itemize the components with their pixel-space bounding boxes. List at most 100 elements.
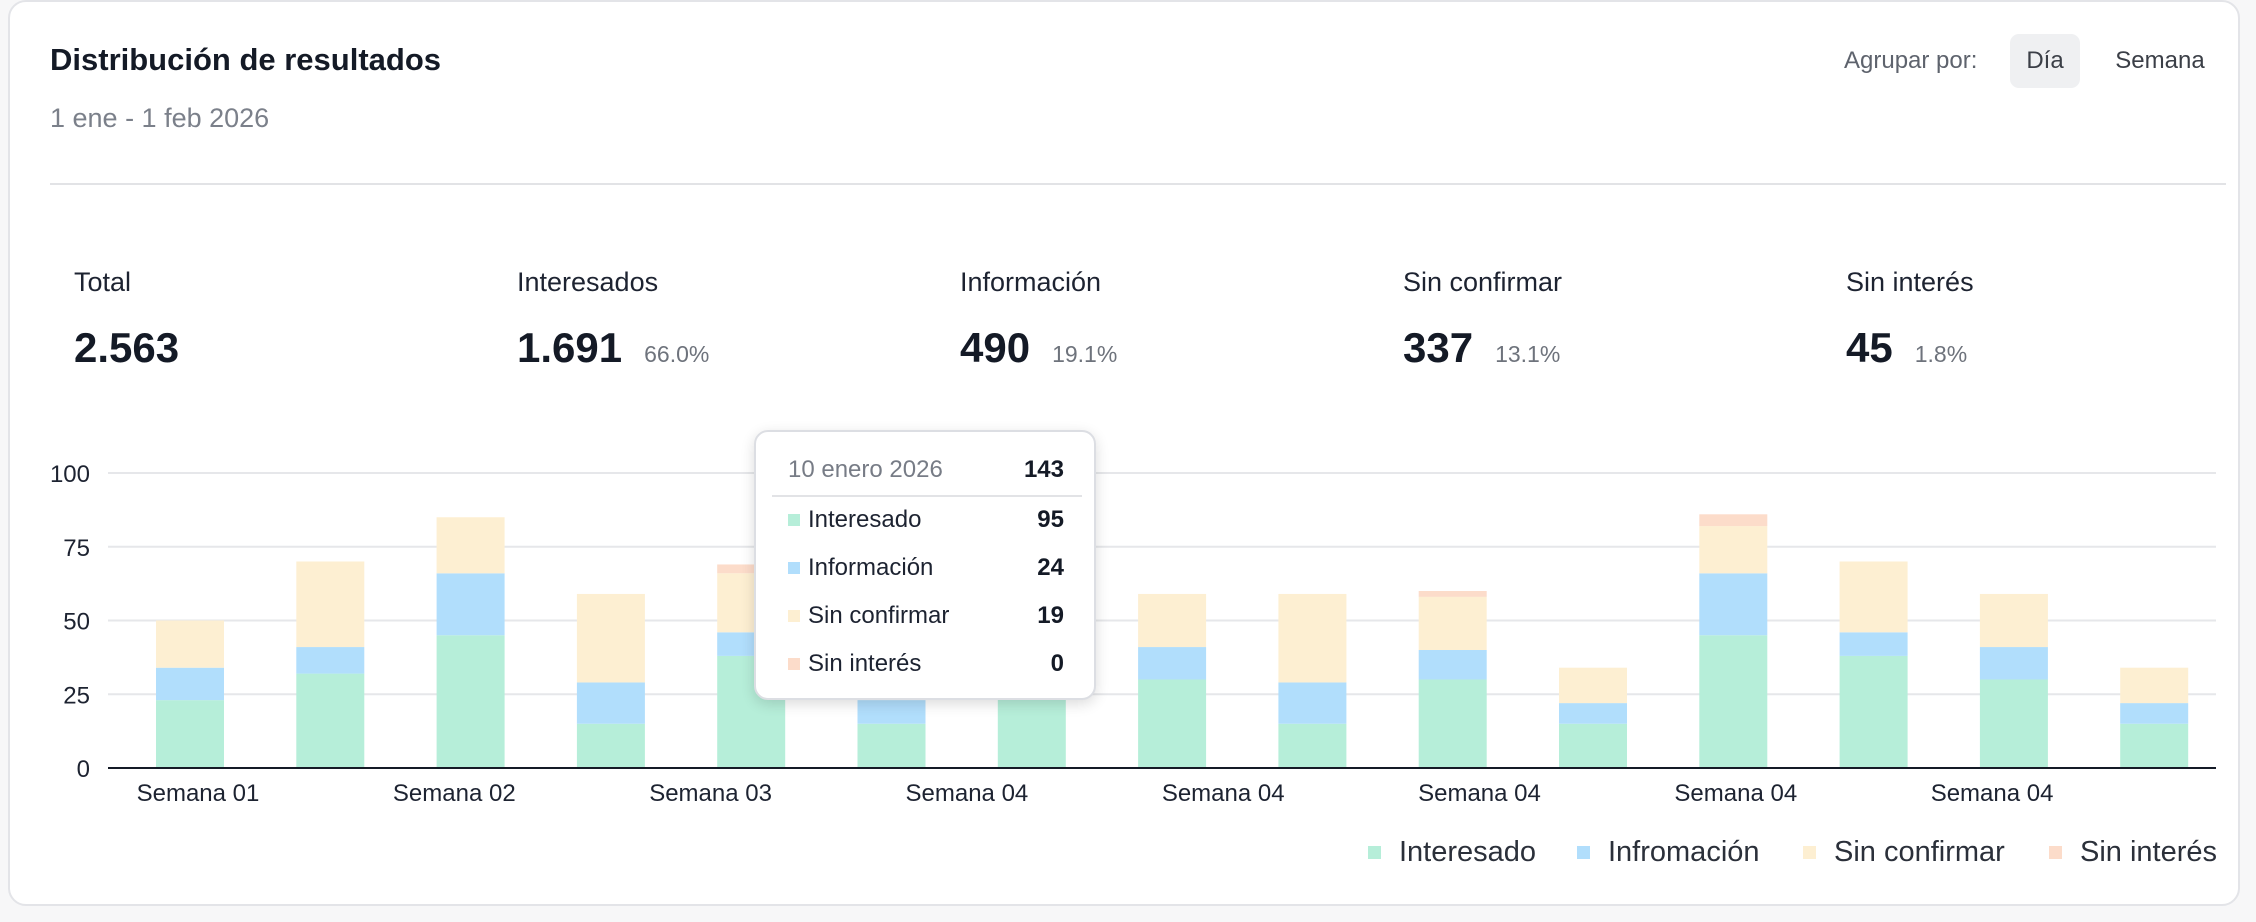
bar-segment-interesado <box>1699 635 1768 768</box>
bar-segment-informacion <box>1699 573 1768 636</box>
tooltip-row-value: 95 <box>1037 506 1064 533</box>
legend-item-sin-interes[interactable]: Sin interés <box>2049 832 2217 872</box>
tooltip-date: 10 enero 2026 <box>788 456 943 483</box>
bar-segment-sin_confirmar <box>1699 526 1768 574</box>
bar-segment-informacion <box>1418 650 1487 680</box>
bar-segment-interesado <box>576 723 645 768</box>
legend-label: Infromación <box>1608 835 1760 868</box>
bar-segment-informacion <box>296 647 365 674</box>
bar-segment-informacion <box>1138 647 1207 680</box>
bar-segment-interesado <box>436 635 505 768</box>
bar-segment-interesado <box>156 700 224 768</box>
bar-segment-sin_confirmar <box>1278 593 1347 683</box>
bar-segment-sin_confirmar <box>1979 593 2048 648</box>
bar-segment-informacion <box>1559 703 1627 724</box>
stat-percent: 19.1% <box>1052 341 1118 367</box>
legend-item-informacion[interactable]: Infromación <box>1577 832 1760 872</box>
stat-label: Sin confirmar <box>1403 267 1563 297</box>
stat-value: 2.563 <box>74 324 180 371</box>
bar-segment-sin_confirmar <box>576 593 645 683</box>
group-day-button[interactable]: Día <box>2010 34 2080 88</box>
bar-segment-interesado <box>1138 679 1207 768</box>
tooltip-row-label: Interesado <box>808 506 922 533</box>
bar-segment-interesado <box>1278 723 1347 768</box>
stat-sin-confirmar: Sin confirmar 337 13.1% <box>1403 267 1562 372</box>
bar-segment-sin_confirmar <box>1138 593 1207 648</box>
bar-segment-sin_confirmar <box>156 620 224 668</box>
tooltip-row-label: Información <box>808 554 934 581</box>
x-tick-label: Semana 01 <box>137 780 260 807</box>
legend-label: Sin interés <box>2080 835 2218 868</box>
stat-percent: 1.8% <box>1914 341 1968 367</box>
legend-label: Sin confirmar <box>1834 835 2005 868</box>
y-tick-label: 50 <box>63 609 90 636</box>
bar-segment-sin_confirmar <box>436 517 505 574</box>
bar-segment-sin_confirmar <box>296 561 365 648</box>
card-title: Distribución de resultados <box>50 42 442 77</box>
bar-segment-informacion <box>2120 703 2189 724</box>
tooltip-row-value: 19 <box>1037 602 1064 629</box>
x-tick-label: Semana 02 <box>393 780 516 807</box>
y-tick-label: 25 <box>63 682 90 709</box>
stat-label: Información <box>960 267 1102 297</box>
bar-segment-informacion <box>436 573 505 636</box>
x-tick-label: Semana 03 <box>649 780 772 807</box>
bar-segment-interesado <box>857 723 926 768</box>
bar-segment-sin_confirmar <box>1418 596 1487 650</box>
tooltip-header: 10 enero 2026 143 <box>788 456 1064 484</box>
x-tick-label: Semana 04 <box>1418 780 1541 807</box>
bar-segment-interesado <box>1839 655 1908 768</box>
tooltip-swatch <box>788 514 800 526</box>
bar-segment-informacion <box>1278 682 1347 724</box>
stat-interesados: Interesados 1.691 66.0% <box>517 267 709 372</box>
tooltip-row-value: 24 <box>1037 554 1064 581</box>
tooltip-swatch <box>788 658 800 670</box>
x-tick-label: Semana 04 <box>906 780 1029 807</box>
bar-segment-sin_interes <box>717 564 786 574</box>
legend-item-interesado[interactable]: Interesado <box>1368 832 1536 872</box>
bar-segment-sin_interes <box>1418 591 1487 597</box>
bar-segment-informacion <box>576 682 645 724</box>
stat-value: 337 <box>1403 324 1474 371</box>
bar-segment-informacion <box>156 667 224 701</box>
group-week-button[interactable]: Semana <box>2115 47 2205 74</box>
bar-segment-informacion <box>1839 632 1908 656</box>
stat-percent: 13.1% <box>1495 341 1561 367</box>
stat-value: 1.691 <box>517 324 623 371</box>
tooltip-total: 143 <box>1023 456 1064 483</box>
stat-label: Interesados <box>517 267 659 297</box>
legend-swatch <box>2049 845 2062 859</box>
stat-total: Total 2.563 <box>74 267 179 372</box>
tooltip-swatch <box>788 610 800 622</box>
stat-label: Total <box>74 267 132 297</box>
x-tick-label: Semana 04 <box>1931 780 2054 807</box>
tooltip-row-sin-confirmar: Sin confirmar 19 <box>788 602 1064 630</box>
bar-segment-sin_interes <box>1699 514 1768 527</box>
tooltip-divider <box>772 495 1082 497</box>
header-divider <box>50 183 2226 185</box>
stat-value: 45 <box>1846 324 1893 371</box>
stat-informacion: Información 490 19.1% <box>960 267 1117 372</box>
tooltip-row-label: Sin confirmar <box>808 602 950 629</box>
tooltip-swatch <box>788 562 800 574</box>
stat-sin-interes: Sin interés 45 1.8% <box>1846 267 1974 372</box>
bar-segment-informacion <box>1979 647 2048 680</box>
stat-percent: 66.0% <box>644 341 710 367</box>
bar-segment-interesado <box>1979 679 2048 768</box>
y-tick-label: 100 <box>50 461 90 488</box>
legend-swatch <box>1803 845 1816 859</box>
date-range: 1 ene - 1 feb 2026 <box>50 103 270 133</box>
tooltip-row-interesado: Interesado 95 <box>788 506 1064 534</box>
stat-label: Sin interés <box>1846 267 1974 297</box>
legend-swatch <box>1368 845 1381 859</box>
chart-tooltip: 10 enero 2026 143 Interesado 95 Informac… <box>754 430 1096 700</box>
stat-value: 490 <box>960 324 1031 371</box>
tooltip-row-value: 0 <box>1050 650 1064 677</box>
bar-segment-interesado <box>1418 679 1487 768</box>
x-tick-label: Semana 04 <box>1162 780 1285 807</box>
bar-segment-sin_confirmar <box>1839 561 1908 633</box>
legend-label: Interesado <box>1399 835 1537 868</box>
tooltip-row-informacion: Información 24 <box>788 554 1064 582</box>
legend-item-sin-confirmar[interactable]: Sin confirmar <box>1803 832 2005 872</box>
